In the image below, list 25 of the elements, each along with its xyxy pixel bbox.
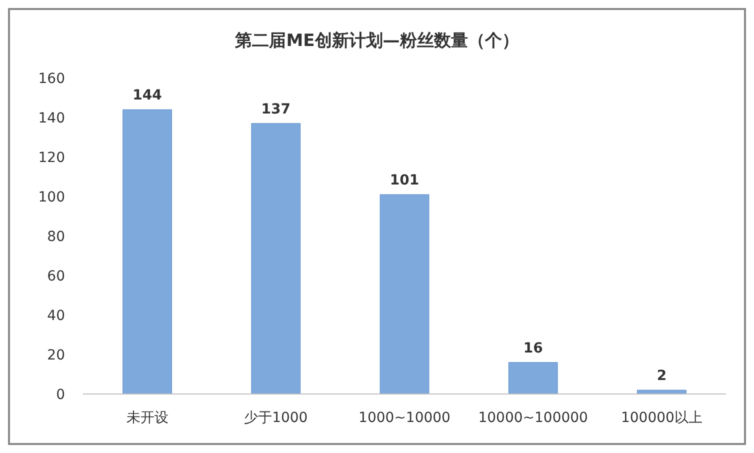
y-tick-label: 140 bbox=[38, 110, 65, 126]
x-tick-label: 100000以上 bbox=[620, 410, 702, 426]
bar bbox=[122, 109, 172, 394]
data-label: 16 bbox=[523, 340, 543, 356]
y-tick-label: 100 bbox=[38, 189, 65, 206]
x-tick-label: 10000~100000 bbox=[478, 410, 588, 426]
x-tick-label: 少于1000 bbox=[244, 410, 308, 426]
y-tick-label: 0 bbox=[56, 386, 65, 403]
data-label: 144 bbox=[132, 88, 162, 104]
y-tick-label: 20 bbox=[47, 347, 65, 364]
y-tick-label: 40 bbox=[47, 308, 65, 324]
y-tick-label: 160 bbox=[38, 70, 65, 87]
y-tick-label: 120 bbox=[38, 150, 65, 166]
bar bbox=[251, 123, 301, 394]
x-tick-label: 未开设 bbox=[126, 410, 168, 426]
bar bbox=[508, 362, 558, 394]
x-tick-label: 1000~10000 bbox=[358, 410, 450, 426]
y-tick-label: 60 bbox=[47, 268, 65, 284]
data-label: 101 bbox=[390, 172, 420, 189]
chart-title: 第二届ME创新计划—粉丝数量（个） bbox=[234, 31, 519, 51]
bar bbox=[380, 194, 430, 394]
bar bbox=[637, 390, 686, 394]
data-label: 2 bbox=[656, 368, 667, 384]
data-label: 137 bbox=[261, 101, 291, 118]
y-tick-label: 80 bbox=[47, 228, 65, 245]
